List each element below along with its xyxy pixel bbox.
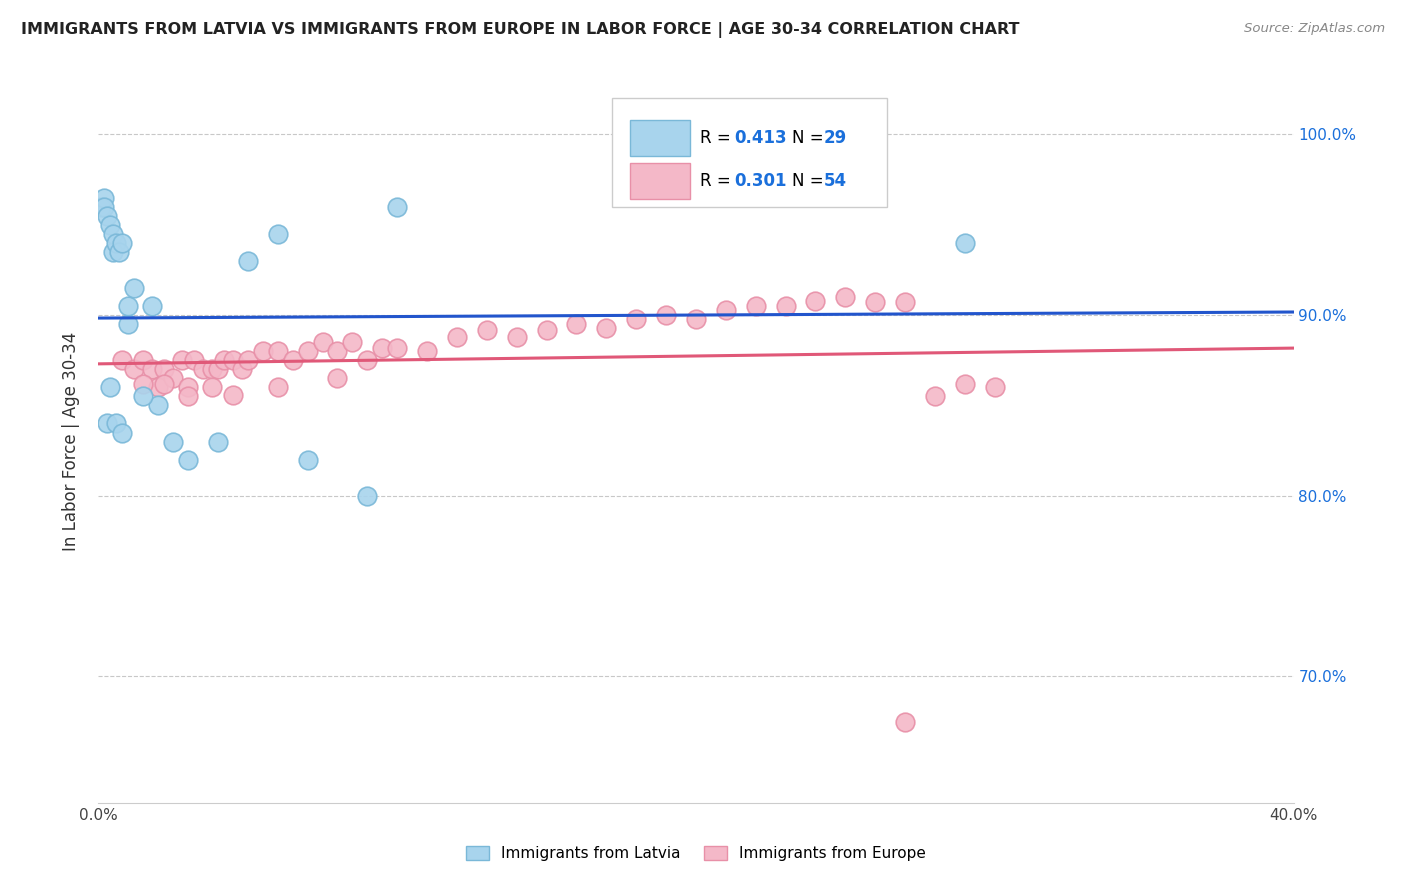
Text: N =: N = <box>792 129 828 147</box>
Point <box>132 389 155 403</box>
Point <box>252 344 274 359</box>
Point <box>371 341 394 355</box>
Point <box>201 380 224 394</box>
Point <box>595 320 617 334</box>
Point <box>162 371 184 385</box>
Point <box>281 353 304 368</box>
Point <box>191 362 214 376</box>
Point <box>111 425 134 440</box>
Point <box>207 434 229 449</box>
Text: 0.413: 0.413 <box>734 129 787 147</box>
Point <box>90 200 112 214</box>
Point <box>804 293 827 308</box>
Point <box>111 353 134 368</box>
Point <box>141 362 163 376</box>
Text: R =: R = <box>700 129 735 147</box>
Point <box>385 341 409 355</box>
FancyBboxPatch shape <box>630 163 690 200</box>
Point <box>536 322 558 336</box>
Text: IMMIGRANTS FROM LATVIA VS IMMIGRANTS FROM EUROPE IN LABOR FORCE | AGE 30-34 CORR: IMMIGRANTS FROM LATVIA VS IMMIGRANTS FRO… <box>21 22 1019 38</box>
Point <box>655 308 678 322</box>
Point <box>212 353 235 368</box>
Point <box>714 302 737 317</box>
Point <box>103 244 125 259</box>
Point <box>108 244 131 259</box>
Point <box>98 380 122 394</box>
Point <box>446 330 468 344</box>
Point <box>177 452 200 467</box>
Point <box>953 235 976 250</box>
Point <box>105 235 128 250</box>
Point <box>356 489 378 503</box>
Point <box>326 371 349 385</box>
Point <box>953 376 976 391</box>
Point <box>183 353 205 368</box>
Text: 54: 54 <box>824 172 846 190</box>
Point <box>267 380 290 394</box>
Point <box>894 295 917 310</box>
Point <box>231 362 253 376</box>
Point <box>267 227 290 241</box>
Point <box>775 299 797 313</box>
Point <box>311 335 333 350</box>
Text: N =: N = <box>792 172 828 190</box>
Point <box>177 380 200 394</box>
Point <box>297 344 319 359</box>
Point <box>356 353 378 368</box>
Point <box>236 253 259 268</box>
Point <box>93 200 115 214</box>
Point <box>111 235 134 250</box>
Point <box>153 376 176 391</box>
Point <box>236 353 259 368</box>
Point <box>132 376 155 391</box>
Point <box>148 398 170 412</box>
Point <box>177 389 200 403</box>
Point <box>96 209 118 223</box>
Point <box>207 362 229 376</box>
Point <box>98 218 122 232</box>
Point <box>162 434 184 449</box>
Point <box>153 362 176 376</box>
Point <box>685 311 707 326</box>
Point <box>132 353 155 368</box>
Point <box>96 417 118 431</box>
Point <box>105 417 128 431</box>
Point <box>385 200 409 214</box>
Text: R =: R = <box>700 172 735 190</box>
Point <box>984 380 1007 394</box>
Point <box>865 295 887 310</box>
Point <box>506 330 529 344</box>
Point <box>141 299 163 313</box>
Point <box>894 714 917 729</box>
Point <box>297 452 319 467</box>
Point <box>117 317 139 331</box>
FancyBboxPatch shape <box>630 120 690 156</box>
Point <box>124 281 146 295</box>
Point <box>222 387 245 401</box>
Point <box>416 344 439 359</box>
Point <box>745 299 768 313</box>
Point <box>834 290 856 304</box>
Text: 0.301: 0.301 <box>734 172 787 190</box>
Text: Source: ZipAtlas.com: Source: ZipAtlas.com <box>1244 22 1385 36</box>
Y-axis label: In Labor Force | Age 30-34: In Labor Force | Age 30-34 <box>62 332 80 551</box>
Point <box>117 299 139 313</box>
Point <box>148 380 170 394</box>
Point <box>565 317 588 331</box>
Point <box>342 335 364 350</box>
Point <box>222 353 245 368</box>
Text: 29: 29 <box>824 129 846 147</box>
Legend: Immigrants from Latvia, Immigrants from Europe: Immigrants from Latvia, Immigrants from … <box>460 840 932 867</box>
Point <box>103 227 125 241</box>
FancyBboxPatch shape <box>613 98 887 207</box>
Point <box>475 322 498 336</box>
Point <box>201 362 224 376</box>
Point <box>93 191 115 205</box>
Point <box>626 311 648 326</box>
Point <box>124 362 146 376</box>
Point <box>924 389 946 403</box>
Point <box>326 344 349 359</box>
Point <box>172 353 194 368</box>
Point <box>267 344 290 359</box>
